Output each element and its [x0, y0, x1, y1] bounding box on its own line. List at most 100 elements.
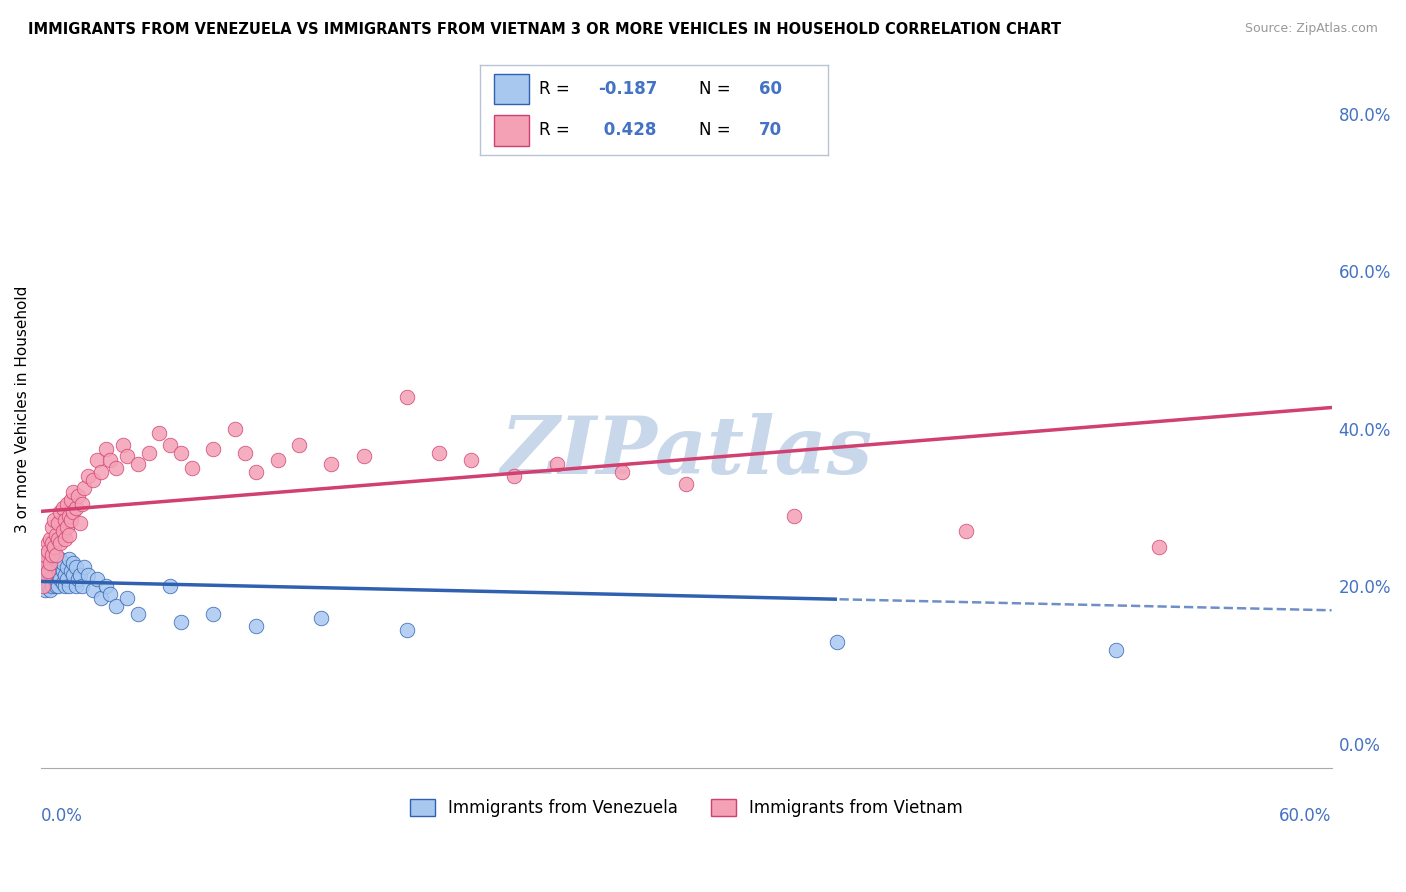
Point — [32, 556, 55, 570]
Point — [309, 611, 332, 625]
Point — [98, 587, 121, 601]
Point — [37, 556, 59, 570]
Point — [1149, 540, 1171, 554]
Point — [37, 579, 59, 593]
Point — [37, 567, 59, 582]
Point — [32, 556, 55, 570]
Point — [38, 572, 60, 586]
Point — [62, 505, 84, 519]
Point — [41, 567, 63, 582]
Point — [56, 572, 79, 586]
Point — [65, 559, 87, 574]
Point — [77, 567, 100, 582]
Point — [58, 579, 80, 593]
Point — [38, 559, 60, 574]
Point — [427, 445, 450, 459]
Point — [46, 516, 69, 531]
Point — [42, 572, 65, 586]
Point — [49, 552, 72, 566]
Point — [41, 579, 63, 593]
Point — [69, 516, 91, 531]
Point — [42, 548, 65, 562]
Point — [955, 524, 977, 539]
Point — [111, 437, 134, 451]
Point — [52, 500, 75, 515]
Point — [37, 536, 59, 550]
Point — [58, 528, 80, 542]
Point — [105, 599, 128, 614]
Point — [503, 469, 526, 483]
Point — [52, 575, 75, 590]
Point — [138, 445, 160, 459]
Point — [159, 579, 181, 593]
Point — [224, 422, 246, 436]
Point — [202, 442, 225, 456]
Point — [105, 461, 128, 475]
Point — [38, 583, 60, 598]
Point — [170, 615, 193, 629]
Point — [60, 492, 83, 507]
Point — [90, 591, 112, 606]
Point — [52, 524, 75, 539]
Point — [245, 465, 267, 479]
Point — [46, 532, 69, 546]
Point — [58, 552, 80, 566]
Point — [675, 477, 697, 491]
Point — [32, 579, 55, 593]
Point — [34, 548, 56, 562]
Point — [73, 559, 96, 574]
Point — [34, 564, 56, 578]
Point — [1105, 642, 1128, 657]
Point — [90, 465, 112, 479]
Point — [41, 552, 63, 566]
Point — [60, 564, 83, 578]
Point — [70, 579, 93, 593]
Point — [34, 548, 56, 562]
Point — [395, 623, 418, 637]
Point — [610, 465, 633, 479]
Point — [82, 473, 104, 487]
Point — [62, 567, 84, 582]
Point — [37, 544, 59, 558]
Point — [73, 481, 96, 495]
Point — [825, 634, 848, 648]
Point — [38, 532, 60, 546]
Point — [56, 497, 79, 511]
Point — [159, 437, 181, 451]
Point — [53, 532, 76, 546]
Point — [66, 489, 89, 503]
Point — [34, 567, 56, 582]
Point — [267, 453, 290, 467]
Point — [45, 548, 67, 562]
Point — [77, 469, 100, 483]
Point — [46, 559, 69, 574]
Point — [115, 450, 138, 464]
Text: Source: ZipAtlas.com: Source: ZipAtlas.com — [1244, 22, 1378, 36]
Point — [460, 453, 482, 467]
Point — [395, 390, 418, 404]
Point — [45, 556, 67, 570]
Point — [127, 458, 149, 472]
Point — [62, 556, 84, 570]
Point — [41, 520, 63, 534]
Point — [321, 458, 343, 472]
Point — [49, 505, 72, 519]
Point — [127, 607, 149, 621]
Y-axis label: 3 or more Vehicles in Household: 3 or more Vehicles in Household — [15, 285, 30, 533]
Point — [148, 425, 170, 440]
Point — [235, 445, 257, 459]
Point — [46, 579, 69, 593]
Point — [98, 453, 121, 467]
Point — [245, 619, 267, 633]
Point — [115, 591, 138, 606]
Point — [69, 567, 91, 582]
Point — [53, 579, 76, 593]
Point — [52, 564, 75, 578]
Point — [353, 450, 375, 464]
Point — [82, 583, 104, 598]
Point — [53, 567, 76, 582]
Point — [62, 484, 84, 499]
Text: 0.0%: 0.0% — [41, 807, 83, 825]
Point — [70, 497, 93, 511]
Point — [783, 508, 806, 523]
